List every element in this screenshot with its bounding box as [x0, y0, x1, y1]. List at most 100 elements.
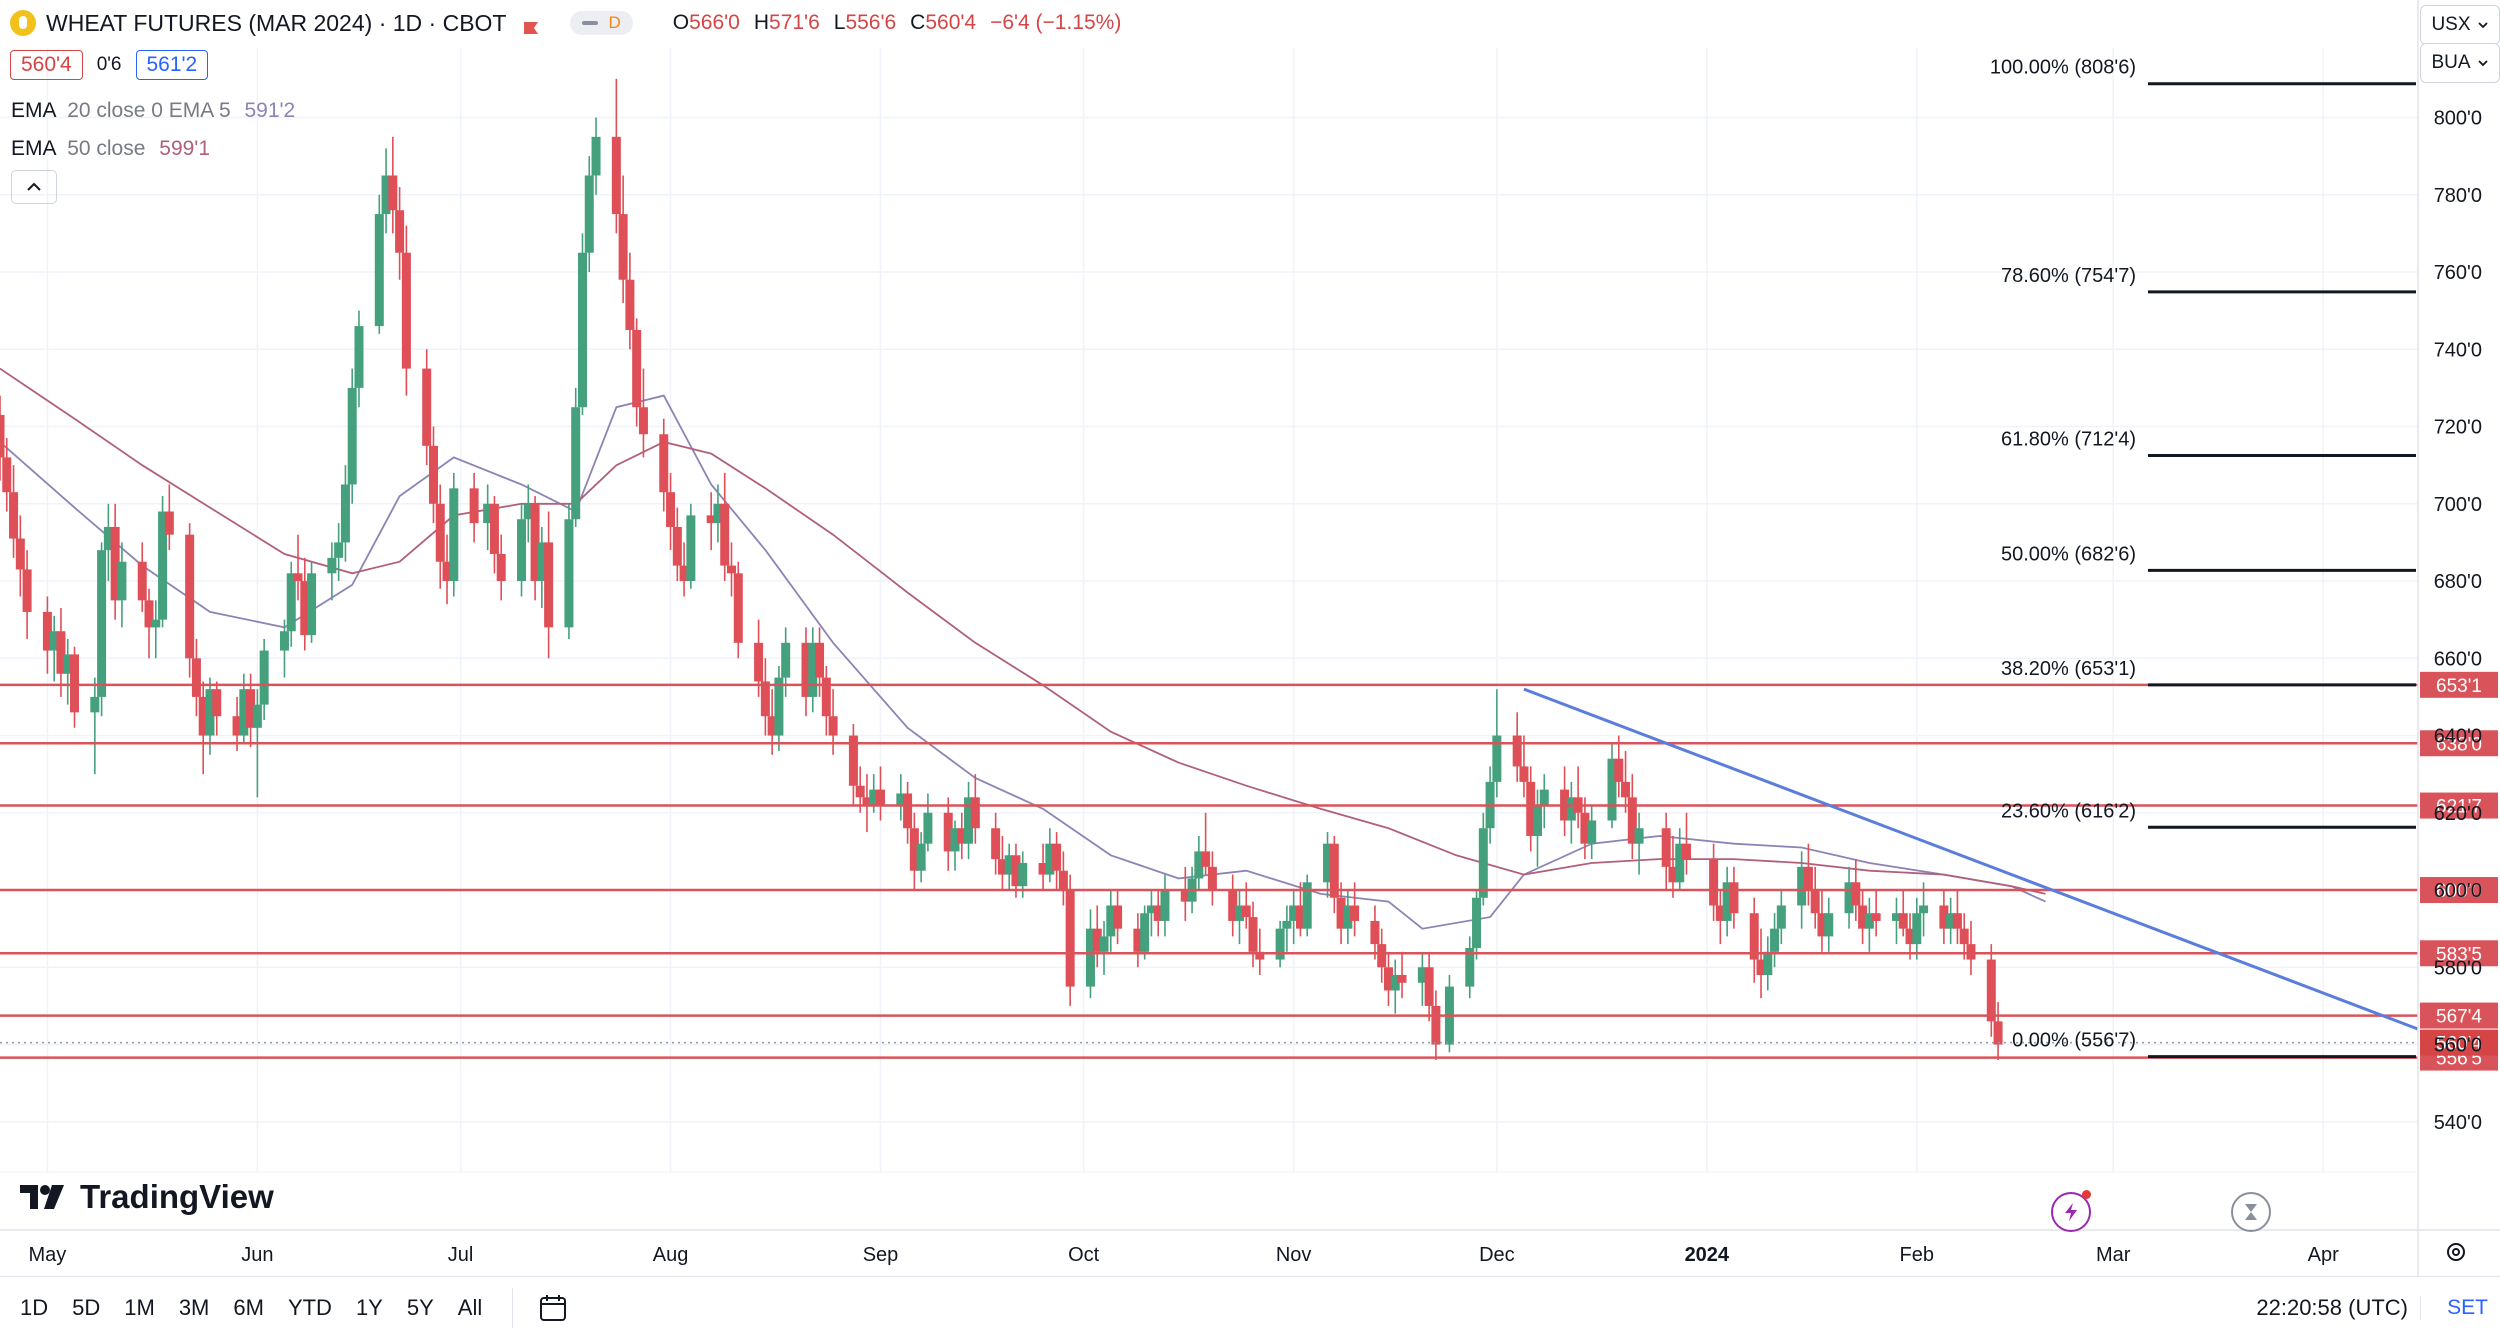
gear-icon[interactable] — [2444, 1240, 2468, 1269]
y-tick-label: 720'0 — [2434, 417, 2482, 439]
candle — [1052, 832, 1062, 891]
candle — [1952, 890, 1962, 945]
ema50-legend[interactable]: EMA 50 close 599'1 — [11, 137, 210, 160]
candle — [1045, 828, 1055, 883]
candle-body — [591, 136, 601, 176]
timeframe-ytd-button[interactable]: YTD — [287, 1295, 332, 1320]
candle — [618, 175, 628, 303]
candle — [496, 534, 506, 601]
calendar-range-button[interactable] — [512, 1288, 573, 1328]
candle-body — [1966, 944, 1976, 960]
candle-body — [489, 503, 499, 554]
timeframe-1d-button[interactable]: 1D — [20, 1295, 49, 1320]
timeframe-5y-button[interactable]: 5Y — [406, 1295, 434, 1320]
candle-body — [205, 689, 215, 736]
fib-level-label: 78.60% (754'7) — [2001, 265, 2136, 287]
y-tick-label: 800'0 — [2434, 108, 2482, 130]
candle — [1532, 789, 1542, 867]
candle — [354, 310, 364, 408]
settings-button[interactable]: SET — [2420, 1296, 2488, 1320]
timeframe-1y-button[interactable]: 1Y — [355, 1295, 383, 1320]
candle-body — [401, 252, 411, 369]
candle-body — [158, 511, 168, 620]
candle-body — [293, 573, 303, 582]
candle-body — [1952, 913, 1962, 929]
ema20-legend[interactable]: EMA 20 close 0 EMA 5 591'2 — [11, 99, 296, 122]
candle — [1350, 882, 1360, 937]
candle-body — [1275, 928, 1285, 960]
utc-clock[interactable]: 22:20:58 (UTC) — [2256, 1295, 2408, 1320]
candle — [544, 511, 554, 659]
ohlc-change: −6'4 (−1.15%) — [990, 11, 1122, 34]
candle — [848, 723, 858, 806]
timeframe-5d-button[interactable]: 5D — [72, 1295, 101, 1320]
level-price-tag — [2420, 940, 2498, 967]
market-status-badge[interactable]: D — [570, 11, 633, 35]
minus-icon — [582, 21, 599, 25]
candle — [1803, 843, 1813, 906]
candle — [1675, 828, 1685, 891]
candle — [42, 596, 52, 674]
candle — [9, 465, 19, 558]
sell-price-button[interactable]: 560'4 — [10, 50, 83, 80]
candle-body — [1851, 882, 1861, 906]
candle — [2, 438, 12, 512]
candle-body — [1627, 797, 1637, 844]
candle — [950, 820, 960, 871]
timeframe-all-button[interactable]: All — [457, 1295, 483, 1320]
flag-icon[interactable] — [522, 15, 540, 34]
candle — [733, 561, 743, 659]
y-tick-label: 700'0 — [2434, 494, 2482, 516]
level-price-label: 621'7 — [2436, 797, 2482, 818]
candle-body — [1140, 913, 1150, 952]
candle-body — [1675, 843, 1685, 883]
candle-body — [950, 828, 960, 852]
candle-body — [1898, 913, 1908, 929]
x-tick-label: Dec — [1479, 1244, 1515, 1266]
candle — [1661, 812, 1671, 891]
candle-body — [1282, 920, 1292, 929]
candle-body — [2, 457, 12, 493]
candle — [307, 561, 317, 643]
currency-button[interactable]: USX — [2420, 5, 2500, 45]
timeframe-1m-button[interactable]: 1M — [124, 1295, 155, 1320]
candle — [1140, 905, 1150, 960]
candle — [713, 484, 723, 543]
candle — [1844, 866, 1854, 929]
candle-body — [706, 515, 716, 524]
fibonacci-retracement: 100.00% (808'6) 78.60% (754'7) 61.80% (712… — [1990, 57, 2416, 1059]
candle-body — [733, 573, 743, 643]
timeframe-6m-button[interactable]: 6M — [233, 1295, 264, 1320]
collapse-legend-button[interactable] — [11, 170, 57, 204]
candle-body — [1756, 959, 1766, 976]
candle — [286, 561, 296, 647]
lightning-icon[interactable] — [2051, 1190, 2091, 1232]
unit-button[interactable]: BUA — [2420, 43, 2500, 83]
timeframe-3m-button[interactable]: 3M — [178, 1295, 210, 1320]
spread-value: 0'6 — [96, 54, 122, 75]
candle — [564, 503, 574, 639]
y-tick-label: 680'0 — [2434, 571, 2482, 593]
candle — [110, 503, 120, 620]
candle — [22, 550, 32, 639]
candle — [821, 666, 831, 736]
candle — [435, 484, 445, 589]
candle-body — [1207, 866, 1217, 891]
candle-body — [1566, 797, 1576, 821]
candle-body — [483, 503, 493, 524]
candle — [1763, 936, 1773, 991]
candle-body — [828, 716, 838, 736]
candle-body — [760, 681, 770, 717]
hourglass-icon[interactable] — [2231, 1192, 2271, 1232]
candle-body — [611, 136, 621, 215]
candle-body — [869, 789, 879, 806]
chevron-up-icon — [27, 182, 41, 191]
x-tick-label: Aug — [653, 1244, 689, 1266]
candle — [164, 484, 174, 551]
candle-body — [1241, 905, 1251, 918]
candle — [1295, 882, 1305, 937]
x-tick-label: Jun — [241, 1244, 273, 1266]
candle-body — [957, 828, 967, 844]
buy-price-button[interactable]: 561'2 — [135, 50, 209, 80]
